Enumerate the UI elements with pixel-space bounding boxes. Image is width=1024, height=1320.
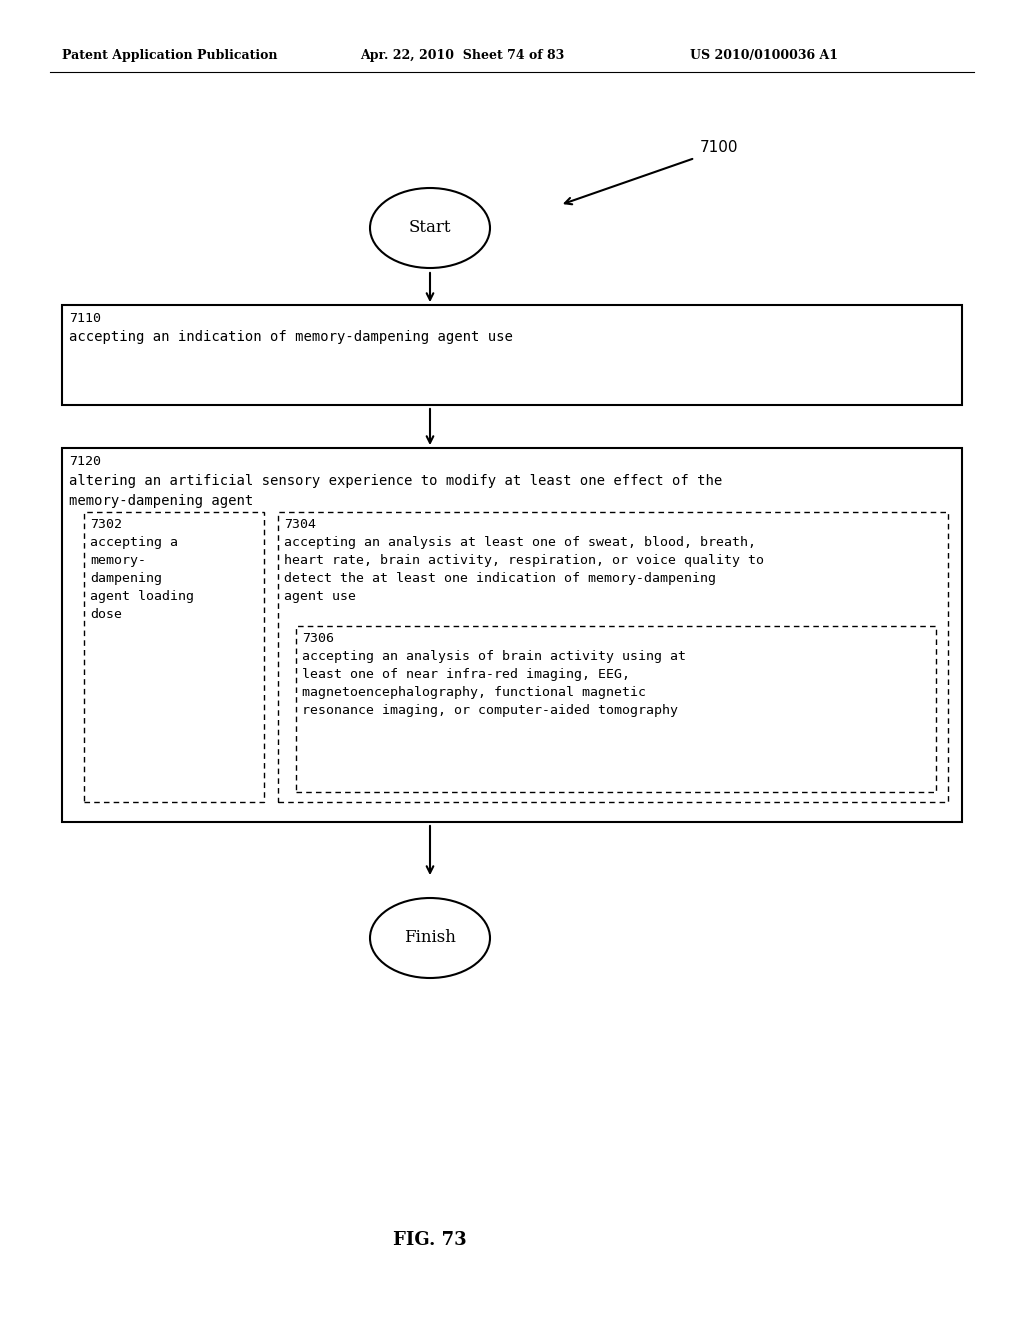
Text: accepting an analysis of brain activity using at
least one of near infra-red ima: accepting an analysis of brain activity …	[302, 649, 686, 717]
Text: US 2010/0100036 A1: US 2010/0100036 A1	[690, 49, 838, 62]
Bar	[62, 447, 962, 822]
Text: Finish: Finish	[404, 929, 456, 946]
Text: Apr. 22, 2010  Sheet 74 of 83: Apr. 22, 2010 Sheet 74 of 83	[360, 49, 564, 62]
Text: 7120: 7120	[69, 455, 101, 469]
Bar	[84, 512, 264, 803]
Text: accepting an analysis at least one of sweat, blood, breath,
heart rate, brain ac: accepting an analysis at least one of sw…	[284, 536, 764, 603]
Bar	[278, 512, 948, 803]
Text: 7306: 7306	[302, 632, 334, 645]
Bar	[296, 626, 936, 792]
Text: accepting an indication of memory-dampening agent use: accepting an indication of memory-dampen…	[69, 330, 513, 345]
Text: Start: Start	[409, 219, 452, 236]
Text: 7100: 7100	[700, 140, 738, 156]
Text: memory-dampening agent: memory-dampening agent	[69, 494, 253, 508]
Text: FIG. 73: FIG. 73	[393, 1232, 467, 1249]
Text: 7302: 7302	[90, 517, 122, 531]
Text: 7304: 7304	[284, 517, 316, 531]
Bar	[62, 305, 962, 405]
Text: altering an artificial sensory experience to modify at least one effect of the: altering an artificial sensory experienc…	[69, 474, 722, 488]
Text: 7110: 7110	[69, 312, 101, 325]
Text: Patent Application Publication: Patent Application Publication	[62, 49, 278, 62]
Text: accepting a
memory-
dampening
agent loading
dose: accepting a memory- dampening agent load…	[90, 536, 194, 620]
